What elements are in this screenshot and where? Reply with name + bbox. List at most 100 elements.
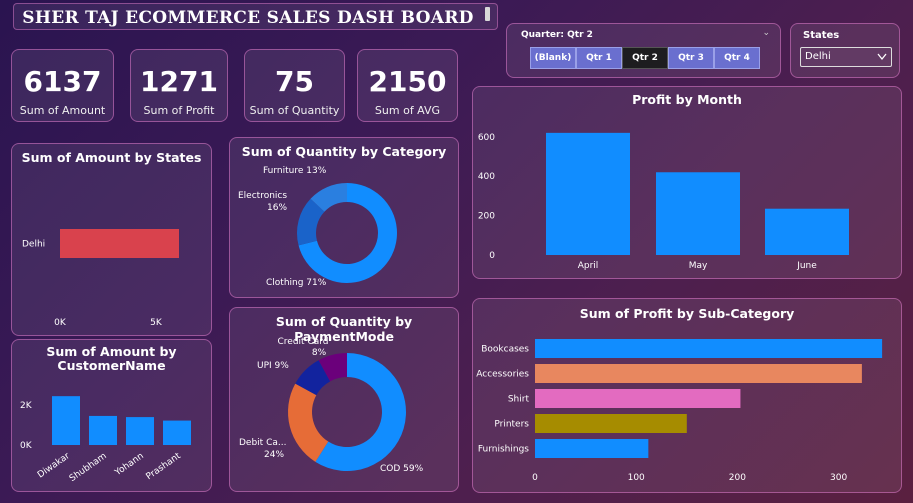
x-tick-label: 0 [532, 473, 538, 483]
bar [656, 172, 740, 255]
states-dropdown[interactable]: Delhi [800, 47, 892, 67]
profit-by-subcategory-chart: Bookcases Accessories Shirt Printers Furnish… [476, 339, 883, 483]
y-tick-label: 400 [478, 172, 495, 182]
kpi-label: Sum of AVG [374, 104, 441, 117]
category-label: Furnishings [478, 445, 529, 455]
quantity-by-category-chart: Furniture 13% Electronics 16% Clothing 71% [238, 166, 397, 288]
x-tick-label: May [689, 261, 708, 271]
kpi-card-quantity: 75 Sum of Quantity [244, 49, 345, 122]
x-tick-label: June [796, 261, 817, 271]
quantity-by-category-card: Sum of Quantity by Category Furniture 13… [229, 137, 459, 298]
slice-label: 24% [264, 450, 284, 460]
slice-label: Electronics [238, 191, 287, 201]
x-tick-label: Diwakar [36, 451, 72, 480]
states-slicer: States [790, 23, 900, 78]
amount-by-states-card: Sum of Amount by States Delhi 0K 5K [11, 143, 212, 336]
quarter-option-qtr2[interactable]: Qtr 2 [622, 47, 668, 69]
slice-label: 8% [312, 348, 327, 358]
bar [52, 396, 80, 445]
kpi-value: 2150 [368, 65, 447, 98]
bar [126, 417, 154, 445]
slice [297, 198, 325, 246]
title-scrollbar[interactable] [485, 7, 490, 21]
slice-label: Furniture 13% [263, 166, 327, 176]
x-tick-label: Yohann [113, 451, 146, 478]
dashboard-title-card: SHER TAJ ECOMMERCE SALES DASH BOARD [13, 3, 498, 30]
y-tick-label: 0K [20, 441, 33, 451]
bar [765, 208, 849, 255]
x-tick-label: 300 [830, 473, 847, 483]
kpi-card-profit: 1271 Sum of Profit [130, 49, 228, 122]
bar [535, 364, 862, 383]
y-tick-label: 2K [20, 401, 33, 411]
x-tick-label: 0K [54, 318, 67, 328]
bar [89, 415, 117, 445]
slice-label: Credit Card [278, 337, 329, 347]
bar [60, 229, 179, 258]
bar [535, 414, 687, 433]
slice-label: Debit Ca... [239, 438, 286, 448]
slice-label: UPI 9% [257, 361, 289, 371]
quantity-by-paymentmode-card: Sum of Quantity by PaymentMode Credit Ca… [229, 307, 459, 492]
y-tick-label: 200 [478, 212, 495, 222]
chart-title: Sum of Amount by CustomerName [46, 344, 177, 373]
x-tick-label: 100 [628, 473, 645, 483]
profit-by-subcategory-card: Sum of Profit by Sub-Category Bookcases A… [472, 298, 902, 493]
category-label: Shirt [508, 395, 530, 405]
slice [318, 353, 347, 382]
x-tick-label: 200 [729, 473, 746, 483]
kpi-value: 75 [275, 65, 314, 98]
quarter-option-qtr1[interactable]: Qtr 1 [576, 47, 622, 69]
x-tick-label: Shubham [68, 451, 109, 484]
quarter-option-blank[interactable]: (Blank) [530, 47, 576, 69]
bar [535, 389, 741, 408]
x-tick-label: Prashant [145, 451, 184, 482]
slice-label: 16% [267, 203, 287, 213]
chevron-down-icon [877, 53, 887, 61]
slice [295, 360, 331, 396]
slice-label: Clothing 71% [266, 278, 327, 288]
category-label: Delhi [22, 240, 45, 250]
kpi-card-amount: 6137 Sum of Amount [11, 49, 114, 122]
quarter-slicer-header: Quarter: Qtr 2 [521, 30, 593, 40]
kpi-value: 1271 [140, 65, 218, 98]
bar [535, 339, 883, 358]
dashboard-title: SHER TAJ ECOMMERCE SALES DASH BOARD [22, 8, 474, 28]
kpi-label: Sum of Profit [143, 104, 215, 117]
chart-title: Sum of Profit by Sub-Category [579, 306, 795, 321]
chart-title: Sum of Quantity by PaymentMode [275, 314, 413, 344]
kpi-label: Sum of Quantity [249, 104, 340, 117]
bar [163, 420, 191, 445]
slice [288, 383, 329, 462]
x-tick-label: 5K [150, 318, 163, 328]
kpi-value: 6137 [23, 65, 102, 98]
y-tick-label: 600 [478, 133, 495, 143]
kpi-label: Sum of Amount [19, 104, 106, 117]
category-label: Printers [494, 420, 529, 430]
y-tick-label: 0 [489, 251, 495, 261]
quarter-option-qtr3[interactable]: Qtr 3 [668, 47, 714, 69]
x-tick-label: April [578, 261, 599, 271]
slice [315, 353, 406, 471]
category-label: Accessories [476, 370, 529, 380]
kpi-card-avg: 2150 Sum of AVG [357, 49, 458, 122]
states-slicer-header: States [803, 30, 840, 41]
chart-title: Sum of Amount by States [21, 150, 202, 165]
slice-label: COD 59% [380, 464, 424, 474]
amount-by-customer-card: Sum of Amount by CustomerName Diwakar Shu… [11, 339, 212, 492]
slice [310, 183, 347, 212]
profit-by-month-card: Profit by Month April May June 0 200 400 600 [472, 86, 902, 279]
chart-title: Sum of Quantity by Category [241, 144, 447, 159]
category-label: Bookcases [481, 345, 529, 355]
profit-by-month-chart: April May June 0 200 400 600 [478, 132, 849, 271]
chevron-down-icon[interactable]: ⌄ [762, 28, 770, 38]
bar [535, 439, 649, 458]
quarter-option-qtr4[interactable]: Qtr 4 [714, 47, 760, 69]
states-dropdown-value: Delhi [805, 51, 831, 62]
amount-by-states-chart: Delhi 0K 5K [22, 229, 179, 328]
bar [546, 132, 630, 255]
slice [298, 183, 397, 283]
chart-title: Profit by Month [632, 92, 742, 107]
